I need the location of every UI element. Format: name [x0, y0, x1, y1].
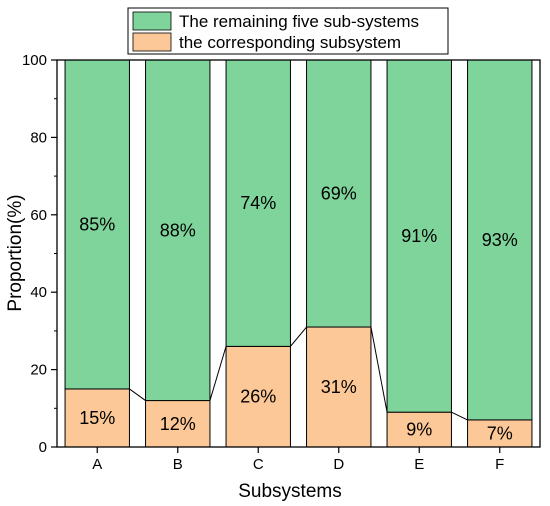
bar-label-corresponding-A: 15%	[79, 408, 115, 428]
y-tick-label-80: 80	[30, 129, 47, 146]
y-tick-label-100: 100	[22, 52, 47, 69]
bar-labels-layer: 15% 85% 12% 88% 26% 74% 31% 69% 9% 91% 7% 93%	[79, 184, 518, 444]
x-tick-label-A: A	[92, 456, 102, 473]
bar-corresponding-A	[64, 388, 130, 448]
bar-remaining-D	[306, 59, 372, 328]
connector-line-A	[129, 388, 146, 401]
x-axis-title: Subsystems	[238, 481, 341, 502]
y-axis: 0 20 40 60 80 100	[22, 52, 57, 456]
bar-label-remaining-D: 69%	[321, 184, 357, 204]
y-tick-label-0: 0	[39, 439, 47, 456]
x-tick-label-C: C	[253, 456, 264, 473]
bar-label-remaining-C: 74%	[240, 193, 276, 213]
bar-corresponding-F	[467, 419, 533, 448]
x-axis: A B C D E F	[92, 447, 504, 473]
x-tick-label-D: D	[333, 456, 344, 473]
bar-remaining-A	[64, 59, 130, 390]
bar-remaining-E	[386, 59, 452, 413]
bar-label-corresponding-E: 9%	[406, 420, 432, 440]
legend-swatch-remaining	[132, 11, 172, 31]
legend-swatch-corresponding	[132, 32, 172, 52]
legend-label-remaining: The remaining five sub-systems	[179, 12, 419, 31]
connector-line-D	[370, 326, 388, 413]
connectors-layer	[129, 326, 468, 421]
y-tick-label-40: 40	[30, 284, 47, 301]
connector-line-C	[290, 326, 307, 347]
bar-label-remaining-A: 85%	[79, 214, 115, 234]
bar-label-corresponding-F: 7%	[487, 423, 513, 443]
y-tick-label-20: 20	[30, 362, 47, 379]
legend-label-corresponding: the corresponding subsystem	[179, 33, 401, 52]
bar-label-remaining-B: 88%	[160, 220, 196, 240]
bar-label-remaining-E: 91%	[401, 226, 437, 246]
bar-remaining-B	[145, 59, 211, 402]
bar-label-remaining-F: 93%	[482, 230, 518, 250]
bar-corresponding-C	[225, 345, 291, 448]
connector-line-B	[209, 346, 227, 401]
bars-layer	[64, 59, 533, 448]
x-tick-label-B: B	[173, 456, 183, 473]
bar-remaining-F	[467, 59, 533, 421]
y-axis-title: Proportion(%)	[5, 194, 26, 311]
legend-frame	[127, 7, 449, 55]
legend: The remaining five sub-systems the corre…	[127, 7, 449, 55]
connector-line-E	[451, 411, 468, 421]
x-tick-label-F: F	[495, 456, 504, 473]
bar-label-corresponding-D: 31%	[321, 377, 357, 397]
bar-remaining-C	[225, 59, 291, 347]
x-tick-label-E: E	[414, 456, 424, 473]
bar-label-corresponding-B: 12%	[160, 414, 196, 434]
bar-label-corresponding-C: 26%	[240, 387, 276, 407]
y-tick-label-60: 60	[30, 207, 47, 224]
